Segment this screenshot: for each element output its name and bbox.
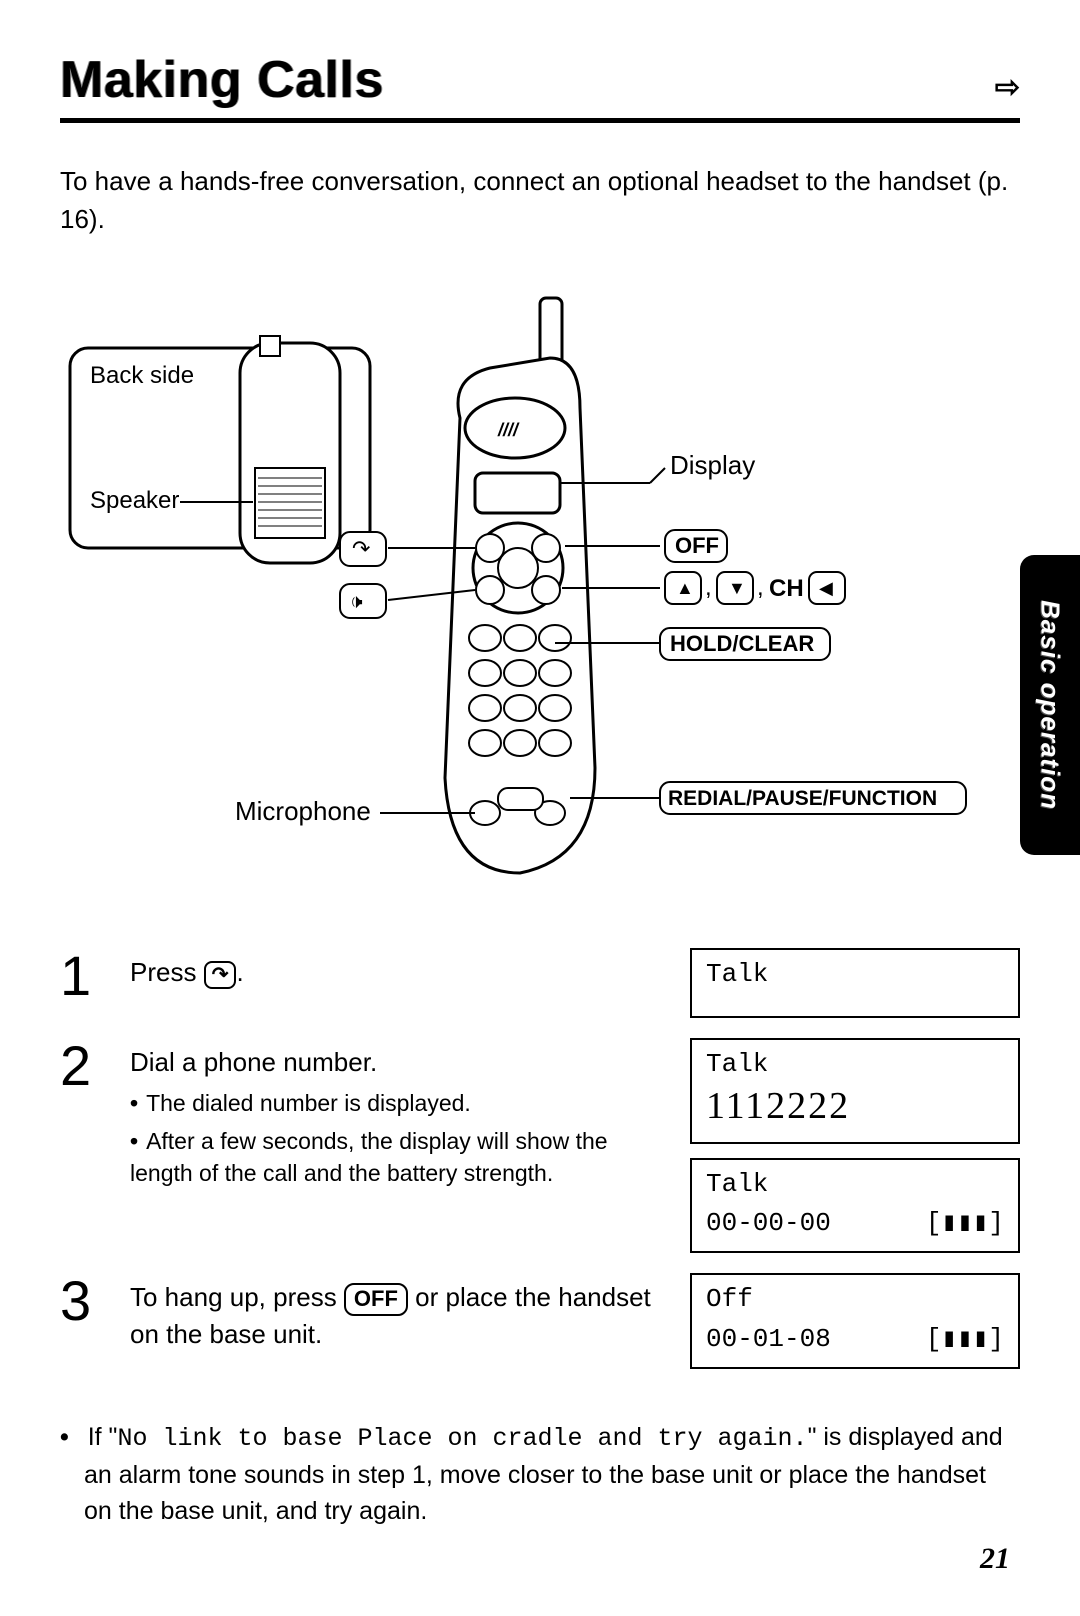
- page-number: 21: [980, 1542, 1010, 1576]
- footnote: If "No link to base Place on cradle and …: [60, 1419, 1020, 1530]
- display-4: Off 00-01-08[▮▮▮]: [690, 1273, 1020, 1369]
- step-3-number: 3: [60, 1273, 110, 1329]
- svg-text:OFF: OFF: [675, 533, 719, 558]
- step-1-number: 1: [60, 948, 110, 1004]
- svg-text:////: ////: [497, 420, 520, 440]
- svg-text:,: ,: [705, 574, 712, 601]
- step-2-text: Dial a phone number. The dialed number i…: [130, 1038, 670, 1189]
- svg-text:Speaker: Speaker: [90, 487, 179, 514]
- step-3-text: To hang up, press OFF or place the hands…: [130, 1273, 670, 1352]
- title-divider: [60, 118, 1020, 123]
- svg-text:▼: ▼: [728, 578, 746, 598]
- svg-text:🕩: 🕩: [350, 591, 363, 613]
- svg-text:Microphone: Microphone: [235, 796, 371, 826]
- step-1-text: Press ↷.: [130, 948, 670, 990]
- svg-text:◀: ◀: [819, 578, 833, 598]
- svg-text:,: ,: [757, 574, 764, 601]
- talk-button-icon: ↷: [204, 961, 237, 989]
- svg-text:HOLD/CLEAR: HOLD/CLEAR: [670, 631, 814, 656]
- off-button-label: OFF: [344, 1283, 408, 1316]
- display-1: Talk: [690, 948, 1020, 1018]
- svg-text:▲: ▲: [676, 578, 694, 598]
- svg-text:↷: ↷: [352, 536, 370, 561]
- continue-arrow-icon: ⇨: [995, 70, 1020, 105]
- section-tab: Basic operation: [1020, 555, 1080, 855]
- svg-text:Display: Display: [670, 450, 755, 480]
- display-2: Talk 1112222: [690, 1038, 1020, 1143]
- svg-text:CH: CH: [769, 575, 804, 602]
- handset-diagram: Back side Speaker ////: [60, 288, 1020, 908]
- intro-text: To have a hands-free conversation, conne…: [60, 163, 1020, 238]
- display-3: Talk 00-00-00[▮▮▮]: [690, 1158, 1020, 1254]
- step-2-number: 2: [60, 1038, 110, 1094]
- svg-text:REDIAL/PAUSE/FUNCTION: REDIAL/PAUSE/FUNCTION: [668, 787, 937, 810]
- page-title: Making Calls: [60, 50, 384, 110]
- back-side-label: Back side: [90, 362, 194, 389]
